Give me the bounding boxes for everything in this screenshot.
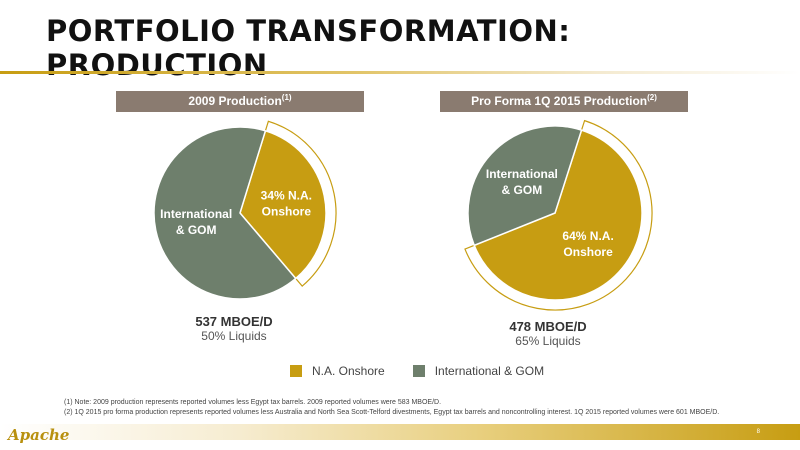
chart-2-title: Pro Forma 1Q 2015 Production: [471, 94, 648, 108]
chart-2-highlight-outline: [464, 119, 653, 311]
chart-1-slice-label-na-onshore: Onshore: [262, 204, 312, 218]
chart-1-slice-international: [153, 126, 297, 300]
title-divider: [0, 71, 800, 74]
chart-2-title-note: (2): [647, 93, 657, 102]
chart-1-slice-na-onshore: [239, 129, 327, 280]
chart-1-slice-label-na-onshore: 34% N.A.: [261, 188, 312, 202]
chart-2-slice-label-international: & GOM: [502, 183, 543, 197]
chart-2-header: Pro Forma 1Q 2015 Production(2): [440, 91, 688, 112]
chart-2-slice-label-na-onshore: 64% N.A.: [562, 229, 613, 243]
chart-2-slice-label-international: International: [486, 167, 558, 181]
chart-1-title: 2009 Production: [188, 94, 282, 108]
chart-2-slice-na-onshore: [473, 129, 643, 301]
chart-2-summary: 478 MBOE/D 65% Liquids: [448, 319, 648, 348]
chart-2-liquids: 65% Liquids: [515, 334, 581, 348]
chart-1-liquids: 50% Liquids: [201, 329, 267, 343]
footnote-2: (2) 1Q 2015 pro forma production represe…: [64, 409, 720, 416]
footnotes: (1) Note: 2009 production represents rep…: [64, 398, 719, 418]
chart-2-slice-international: [467, 125, 583, 247]
legend-label-na-onshore: N.A. Onshore: [312, 364, 385, 378]
legend: N.A. Onshore International & GOM: [290, 364, 572, 378]
chart-1-slice-label-international: International: [160, 207, 232, 221]
legend-item-na-onshore: N.A. Onshore: [290, 364, 385, 378]
page-title: PORTFOLIO TRANSFORMATION: PRODUCTION: [46, 14, 571, 82]
chart-1-slice-label-international: & GOM: [176, 223, 217, 237]
footer-band: [0, 424, 800, 440]
footnote-1: (1) Note: 2009 production represents rep…: [64, 399, 442, 406]
chart-1-total: 537 MBOE/D: [195, 314, 273, 329]
page-number: 8: [756, 429, 760, 435]
legend-label-international: International & GOM: [434, 364, 545, 378]
legend-swatch-na-onshore: [290, 365, 302, 377]
chart-2-slice-label-na-onshore: Onshore: [563, 245, 613, 259]
chart-1-title-note: (1): [281, 93, 292, 102]
chart-1-header: 2009 Production(1): [116, 91, 364, 112]
legend-item-international: International & GOM: [412, 364, 545, 378]
apache-logo: Apache: [8, 426, 70, 444]
chart-1-summary: 537 MBOE/D 50% Liquids: [134, 314, 334, 343]
chart-2-total: 478 MBOE/D: [509, 319, 587, 334]
chart-1-highlight-outline: [239, 120, 337, 287]
legend-swatch-international: [412, 365, 425, 377]
